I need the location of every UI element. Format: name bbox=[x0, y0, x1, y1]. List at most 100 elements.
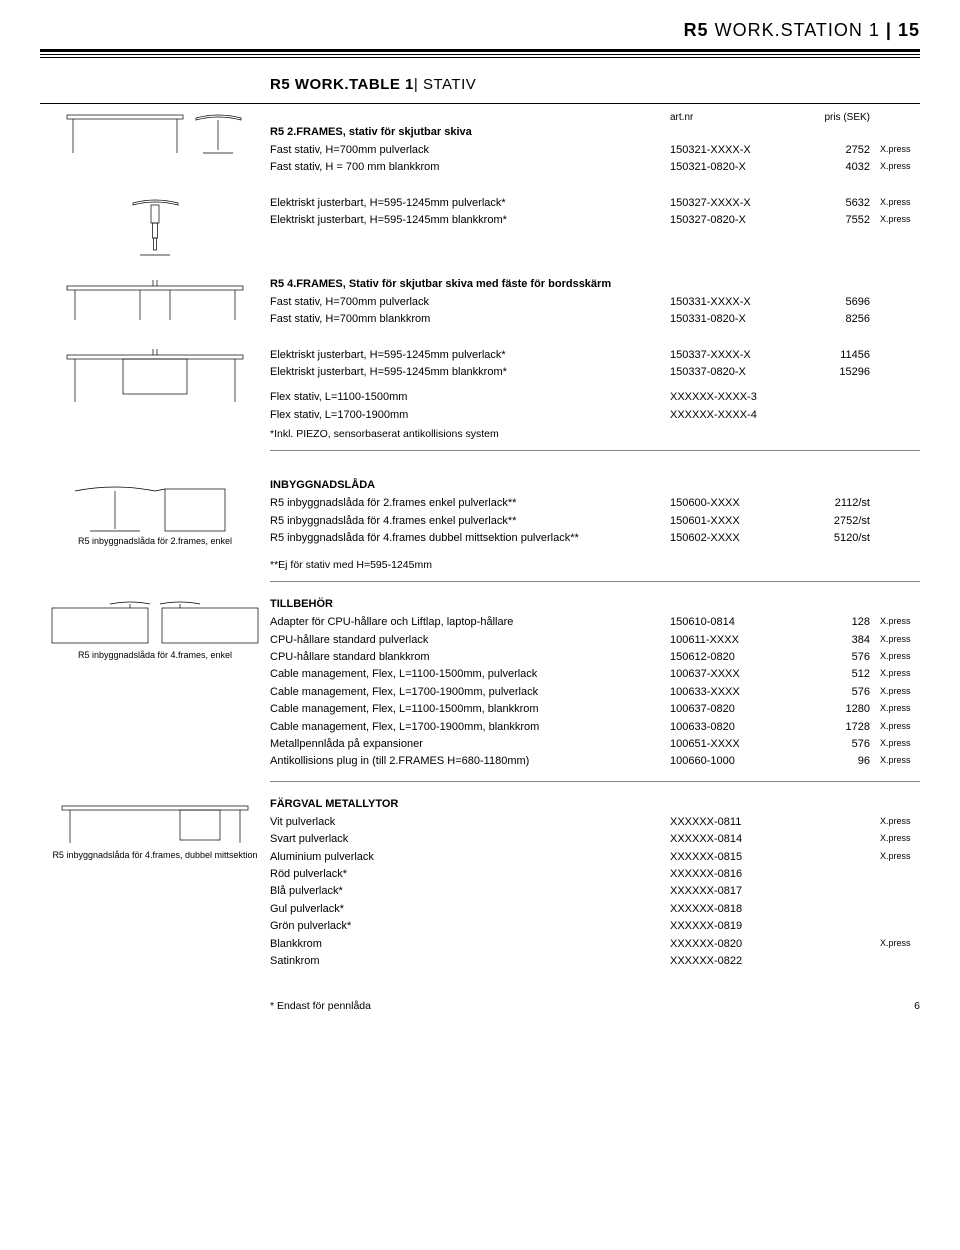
row-desc: Vit pulverlack bbox=[270, 815, 670, 830]
row-desc: R5 inbyggnadslåda för 2.frames enkel pul… bbox=[270, 496, 670, 511]
row-price: 128 bbox=[800, 615, 870, 630]
block-inbygg: R5 inbyggnadslåda för 2.frames, enkel IN… bbox=[40, 479, 920, 592]
illus-4frames-fixed bbox=[40, 278, 270, 329]
row-tag: X.press bbox=[870, 160, 920, 175]
table-row: CPU-hållare standard blankkrom150612-082… bbox=[270, 649, 920, 666]
row-desc: Elektriskt justerbart, H=595-1245mm pulv… bbox=[270, 348, 670, 363]
table-row: Svart pulverlackXXXXXX-0814X.press bbox=[270, 831, 920, 848]
row-desc: Blankkrom bbox=[270, 937, 670, 952]
row-tag bbox=[870, 867, 920, 882]
row-art: 100637-0820 bbox=[670, 702, 800, 717]
row-price: 1728 bbox=[800, 720, 870, 735]
rule-thin bbox=[40, 54, 920, 55]
rule-double bbox=[40, 57, 920, 58]
caption-inbygg1: R5 inbyggnadslåda för 2.frames, enkel bbox=[78, 536, 232, 546]
table-row: Elektriskt justerbart, H=595-1245mm pulv… bbox=[270, 195, 920, 212]
illus-4frames-electric bbox=[40, 347, 270, 462]
row-desc: Adapter för CPU-hållare och Liftlap, lap… bbox=[270, 615, 670, 630]
inbygg-title: INBYGGNADSLÅDA bbox=[270, 479, 920, 491]
section-title-light: STATIV bbox=[418, 76, 476, 93]
data-group2: Elektriskt justerbart, H=595-1245mm pulv… bbox=[270, 195, 920, 260]
row-price: 4032 bbox=[800, 160, 870, 175]
row-art: XXXXXX-XXXX-4 bbox=[670, 408, 800, 423]
row-art: XXXXXX-0820 bbox=[670, 937, 800, 952]
row-tag: X.press bbox=[870, 815, 920, 830]
row-price bbox=[800, 390, 870, 405]
row-tag: X.press bbox=[870, 720, 920, 735]
row-tag: X.press bbox=[870, 667, 920, 682]
row-price: 2112/st bbox=[800, 496, 870, 511]
farg-title: FÄRGVAL METALLYTOR bbox=[270, 798, 920, 810]
col-art: art.nr bbox=[670, 111, 800, 125]
row-price: 11456 bbox=[800, 348, 870, 363]
divider-2 bbox=[270, 581, 920, 582]
header-page: 15 bbox=[892, 20, 920, 40]
row-art: XXXXXX-0814 bbox=[670, 832, 800, 847]
row-tag: X.press bbox=[870, 702, 920, 717]
row-tag bbox=[870, 408, 920, 423]
row-art: 150337-XXXX-X bbox=[670, 348, 800, 363]
table-row: Flex stativ, L=1100-1500mmXXXXXX-XXXX-3 bbox=[270, 389, 920, 406]
row-art: 150331-XXXX-X bbox=[670, 295, 800, 310]
row-price bbox=[800, 832, 870, 847]
row-tag: X.press bbox=[870, 850, 920, 865]
table-row: Aluminium pulverlackXXXXXX-0815 X.press bbox=[270, 849, 920, 866]
row-price: 512 bbox=[800, 667, 870, 682]
row-price: 5696 bbox=[800, 295, 870, 310]
row-price bbox=[800, 815, 870, 830]
table-row: Cable management, Flex, L=1100-1500mm, p… bbox=[270, 666, 920, 683]
row-price: 5632 bbox=[800, 196, 870, 211]
row-desc: CPU-hållare standard blankkrom bbox=[270, 650, 670, 665]
illus-inbygg-2frames: R5 inbyggnadslåda för 2.frames, enkel bbox=[40, 479, 270, 592]
row-desc: Fast stativ, H=700mm pulverlack bbox=[270, 143, 670, 158]
row-price: 576 bbox=[800, 737, 870, 752]
table-row: Antikollisions plug in (till 2.FRAMES H=… bbox=[270, 753, 920, 770]
row-tag bbox=[870, 514, 920, 529]
row-tag bbox=[870, 531, 920, 546]
table-row: R5 inbyggnadslåda för 4.frames dubbel mi… bbox=[270, 530, 920, 547]
row-price: 7552 bbox=[800, 213, 870, 228]
row-desc: Aluminium pulverlack bbox=[270, 850, 670, 865]
row-desc: Blå pulverlack* bbox=[270, 884, 670, 899]
illus-2frames-fixed bbox=[40, 110, 270, 177]
row-desc: Cable management, Flex, L=1700-1900mm, p… bbox=[270, 685, 670, 700]
row-art: 150337-0820-X bbox=[670, 365, 800, 380]
row-price bbox=[800, 902, 870, 917]
rule-thick bbox=[40, 49, 920, 52]
page-header: R5 WORK.STATION 1 | 15 bbox=[40, 20, 920, 41]
illus-2frames-electric bbox=[40, 195, 270, 260]
row-art: XXXXXX-0815 bbox=[670, 850, 800, 865]
table-row: Cable management, Flex, L=1700-1900mm, b… bbox=[270, 719, 920, 736]
row-art: 150327-0820-X bbox=[670, 213, 800, 228]
row-tag bbox=[870, 902, 920, 917]
table-row: Metallpennlåda på expansioner100651-XXXX… bbox=[270, 736, 920, 753]
row-price: 576 bbox=[800, 650, 870, 665]
row-desc: Satinkrom bbox=[270, 954, 670, 969]
block-farg: R5 inbyggnadslåda för 4.frames, dubbel m… bbox=[40, 798, 920, 971]
row-tag: X.press bbox=[870, 615, 920, 630]
row-desc: R5 inbyggnadslåda för 4.frames enkel pul… bbox=[270, 514, 670, 529]
row-price bbox=[800, 884, 870, 899]
row-desc: Fast stativ, H=700mm pulverlack bbox=[270, 295, 670, 310]
row-art: XXXXXX-XXXX-3 bbox=[670, 390, 800, 405]
divider-3 bbox=[270, 781, 920, 782]
row-art: XXXXXX-0822 bbox=[670, 954, 800, 969]
row-tag: X.press bbox=[870, 213, 920, 228]
divider-1 bbox=[270, 450, 920, 451]
table-row: Grön pulverlack*XXXXXX-0819 bbox=[270, 918, 920, 935]
row-desc: Antikollisions plug in (till 2.FRAMES H=… bbox=[270, 754, 670, 769]
row-art: 100633-XXXX bbox=[670, 685, 800, 700]
footer-page: 6 bbox=[914, 1000, 920, 1012]
table-row: CPU-hållare standard pulverlack100611-XX… bbox=[270, 632, 920, 649]
row-tag bbox=[870, 919, 920, 934]
data-farg: FÄRGVAL METALLYTOR Vit pulverlackXXXXXX-… bbox=[270, 798, 920, 971]
row-price: 8256 bbox=[800, 312, 870, 327]
row-art: 150327-XXXX-X bbox=[670, 196, 800, 211]
row-art: 150610-0814 bbox=[670, 615, 800, 630]
table-row: Elektriskt justerbart, H=595-1245mm blan… bbox=[270, 364, 920, 381]
row-desc: R5 inbyggnadslåda för 4.frames dubbel mi… bbox=[270, 531, 670, 546]
header-bold: R5 bbox=[684, 20, 709, 40]
footer: * Endast för pennlåda 6 bbox=[270, 1000, 920, 1012]
row-art: 100633-0820 bbox=[670, 720, 800, 735]
row-price bbox=[800, 937, 870, 952]
